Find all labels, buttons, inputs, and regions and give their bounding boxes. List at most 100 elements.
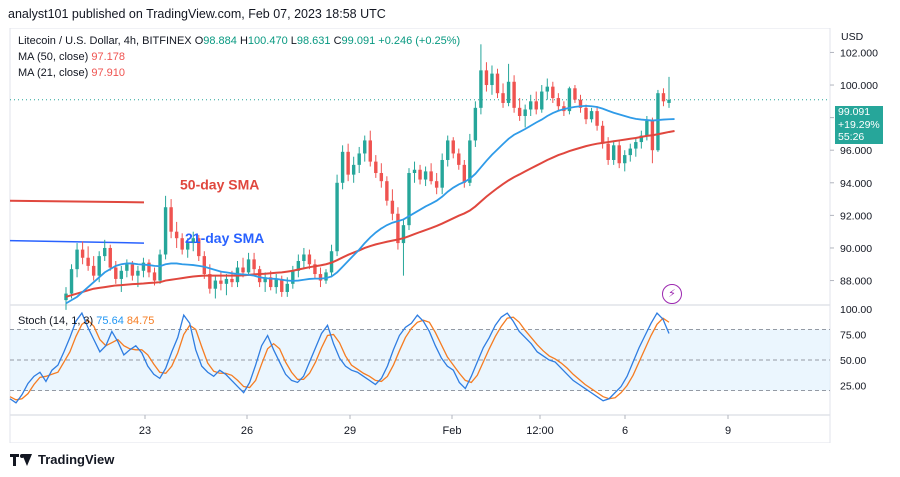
candle-body xyxy=(407,173,411,226)
low-key: L xyxy=(290,35,297,47)
close-value: 99.091 xyxy=(341,35,376,47)
price-chart[interactable]: 102.000100.00098.00096.00094.00092.00090… xyxy=(0,27,900,444)
candle-body xyxy=(158,254,162,281)
candle-body xyxy=(645,120,649,136)
ma21-line xyxy=(65,104,675,305)
candle-body xyxy=(556,98,561,107)
lightning-icon[interactable]: ⚡ xyxy=(662,284,682,304)
candle-body xyxy=(130,264,135,276)
candle-body xyxy=(578,99,583,108)
candle-body xyxy=(639,135,644,143)
chart-area[interactable]: 102.000100.00098.00096.00094.00092.00090… xyxy=(0,27,900,444)
currency-label: USD xyxy=(841,31,864,43)
last-price-badge: 99.091 +19.29% 55:26 xyxy=(835,106,883,144)
y-tick-label: 92.000 xyxy=(840,210,872,222)
candle-body xyxy=(268,277,273,288)
candle-body xyxy=(567,88,572,112)
symbol-legend: Litecoin / U.S. Dollar, 4h, BITFINEX O98… xyxy=(18,35,460,47)
candle-body xyxy=(296,261,301,271)
candle-body xyxy=(114,267,118,279)
candle-body xyxy=(224,278,229,284)
bar-countdown: 55:26 xyxy=(838,131,865,143)
candle-body xyxy=(528,101,533,110)
stoch-d-value: 84.75 xyxy=(126,315,155,327)
candle-body xyxy=(163,207,168,255)
candle-body xyxy=(202,256,207,275)
candle-body xyxy=(451,140,455,154)
candle-body xyxy=(462,164,467,183)
candle-body xyxy=(108,247,112,268)
y-tick-label: 100.000 xyxy=(840,80,878,92)
x-tick-label: 9 xyxy=(725,425,731,437)
candle-body xyxy=(473,107,478,141)
ma50-label: MA (50, close) xyxy=(18,51,89,63)
symbol-name: Litecoin / U.S. Dollar, 4h, BITFINEX xyxy=(18,35,192,47)
candle-body xyxy=(446,140,450,160)
change-value: +0.246 (+0.25%) xyxy=(378,35,461,47)
candle-body xyxy=(351,164,356,175)
publisher-line: analyst101 published on TradingView.com,… xyxy=(8,7,386,21)
candle-body xyxy=(429,171,433,182)
candle-body xyxy=(368,140,372,162)
candle-body xyxy=(667,99,671,103)
ma21-value: 97.910 xyxy=(91,67,126,79)
candle-body xyxy=(75,249,79,270)
sma50-annotation: 50-day SMA xyxy=(180,176,259,192)
candle-body xyxy=(257,269,262,283)
candle-body xyxy=(230,278,234,283)
candle-body xyxy=(97,256,101,276)
brand-name: TradingView xyxy=(38,452,115,467)
candle-body xyxy=(357,153,361,165)
candle-body xyxy=(302,254,306,262)
footer-brand[interactable]: TradingView xyxy=(10,452,114,467)
ma21-legend: MA (21, close) 97.910 xyxy=(18,67,125,79)
candle-body xyxy=(186,243,190,250)
stoch-tick-label: 25.00 xyxy=(840,381,866,393)
candle-body xyxy=(401,225,406,244)
ma50-annotation-line xyxy=(9,199,145,204)
candle-body xyxy=(661,93,666,102)
candle-body xyxy=(468,140,472,183)
candle-body xyxy=(274,278,278,288)
candle-body xyxy=(523,109,527,116)
candle-body xyxy=(246,259,251,273)
x-tick-label: 29 xyxy=(344,425,356,437)
last-change-pct: +19.29% xyxy=(838,118,880,131)
candle-body xyxy=(484,70,489,86)
stoch-d-line xyxy=(9,316,670,401)
candle-body xyxy=(600,125,605,144)
candle-body xyxy=(606,143,610,160)
y-tick-label: 102.000 xyxy=(840,47,878,59)
candle-body xyxy=(623,155,627,164)
open-key: O xyxy=(194,35,204,47)
candle-body xyxy=(208,274,212,289)
candle-body xyxy=(346,151,350,175)
candle-body xyxy=(374,161,378,174)
close-key: C xyxy=(333,35,342,47)
candle-body xyxy=(174,231,179,239)
candle-body xyxy=(379,173,384,182)
candle-body xyxy=(241,267,245,273)
high-key: H xyxy=(239,35,248,47)
candle-body xyxy=(584,107,588,120)
candle-body xyxy=(440,159,444,188)
candle-body xyxy=(495,73,500,94)
y-tick-label: 96.000 xyxy=(840,145,872,157)
last-price: 99.091 xyxy=(838,106,871,118)
candle-body xyxy=(263,277,267,283)
candle-body xyxy=(318,274,323,281)
y-tick-label: 90.000 xyxy=(840,243,872,255)
candle-body xyxy=(335,182,339,252)
candle-body xyxy=(219,280,223,284)
stoch-legend: Stoch (14, 1, 3) 75.64 84.75 xyxy=(18,315,154,327)
candle-body xyxy=(545,86,549,92)
x-tick-label: 26 xyxy=(241,425,253,437)
stoch-tick-label: 50.00 xyxy=(840,355,866,367)
stoch-tick-label: 100.00 xyxy=(840,304,872,316)
candle-body xyxy=(141,262,146,271)
candle-body xyxy=(589,111,594,120)
candle-body xyxy=(363,140,367,154)
stoch-k-value: 75.64 xyxy=(96,315,124,327)
candle-body xyxy=(656,93,660,151)
candle-body xyxy=(517,107,522,116)
